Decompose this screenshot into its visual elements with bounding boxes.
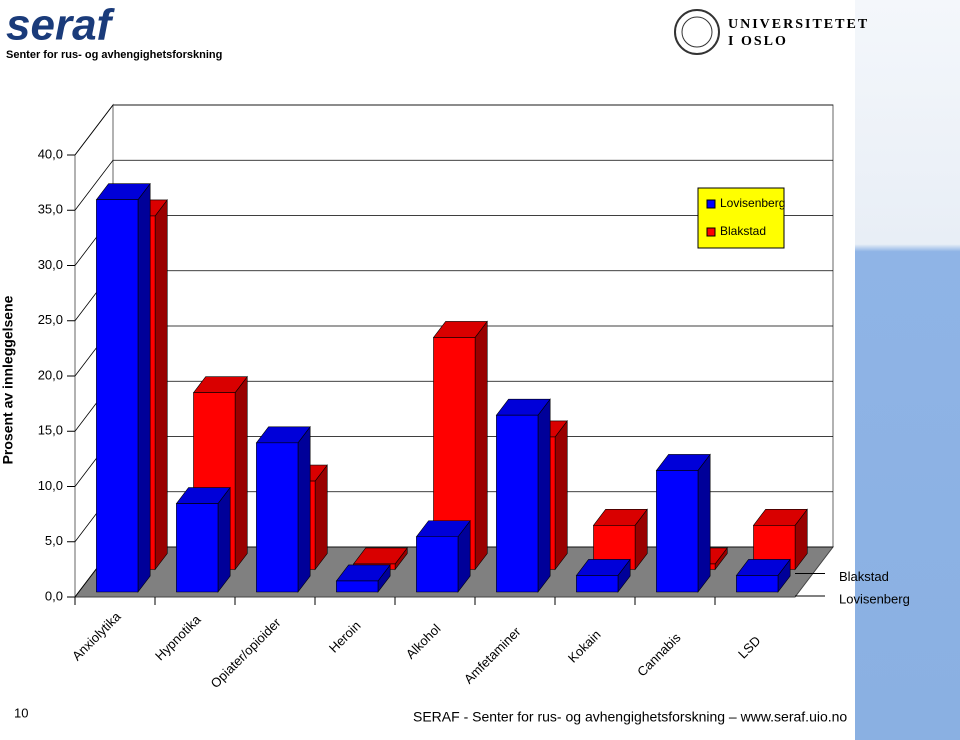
bar-side <box>234 375 248 571</box>
bar-front <box>576 575 619 593</box>
bar-front <box>416 536 459 593</box>
depth-label: Lovisenberg <box>839 591 910 606</box>
bar-front <box>736 575 779 593</box>
legend-label: Lovisenberg <box>720 196 785 210</box>
university-name: I OSLO <box>728 34 788 49</box>
bar-side <box>554 420 568 571</box>
legend-label: Blakstad <box>720 224 766 238</box>
depth-label: Blakstad <box>839 569 889 584</box>
legend-swatch <box>706 199 716 209</box>
bar <box>495 398 551 593</box>
y-tick-label: 5,0 <box>45 533 63 548</box>
x-tick-label: Kokain <box>565 627 604 666</box>
university-seal-inner <box>681 16 713 48</box>
bar <box>415 519 471 593</box>
legend-box <box>697 187 785 249</box>
university-seal <box>674 9 720 55</box>
logo: seraf <box>6 1 116 50</box>
y-tick-label: 40,0 <box>38 146 63 161</box>
bar-side <box>314 464 328 571</box>
bar <box>655 453 711 593</box>
bar-side <box>297 425 311 593</box>
logo-subtitle: Senter for rus- og avhengighetsforskning <box>6 49 222 61</box>
y-tick-label: 35,0 <box>38 202 63 217</box>
bar-front <box>96 199 139 593</box>
university-name: UNIVERSITETET <box>728 17 869 32</box>
bar <box>255 425 311 593</box>
page-number: 10 <box>14 705 28 720</box>
side-decoration <box>855 0 960 740</box>
x-tick-label: Alkohol <box>403 621 444 662</box>
legend: Lovisenberg Blakstad <box>697 187 785 249</box>
bar-side <box>697 453 711 593</box>
bar <box>335 564 391 593</box>
bar-side <box>137 182 151 593</box>
y-tick-label: 30,0 <box>38 257 63 272</box>
x-tick-label: Anxiolytika <box>69 608 124 663</box>
bar-front <box>656 470 699 593</box>
bar-side <box>154 199 168 571</box>
x-tick-label: Opiater/opioider <box>208 614 284 690</box>
bar-front <box>176 503 219 593</box>
chart: 0,0 5,0 10,0 15,0 20,0 25,0 30,0 35,0 40,0 Blakst… <box>38 103 910 691</box>
bar <box>752 508 808 571</box>
footer-text: SERAF - Senter for rus- og avhengighetsf… <box>413 709 847 725</box>
bar <box>592 508 648 571</box>
bar-side <box>217 486 231 593</box>
legend-swatch <box>706 227 716 237</box>
bar-front <box>496 414 539 593</box>
bar-front <box>336 580 379 593</box>
bar <box>175 486 231 593</box>
bar-side <box>537 398 551 593</box>
y-tick-label: 20,0 <box>38 367 63 382</box>
bar-side <box>474 320 488 571</box>
grid-line <box>74 159 833 211</box>
grid-line <box>74 104 833 156</box>
bar <box>432 320 488 571</box>
y-axis-label: Prosent av innleggelsene <box>0 295 16 464</box>
y-tick-label: 10,0 <box>38 478 63 493</box>
x-tick-label: Cannabis <box>634 630 684 680</box>
bar <box>95 182 151 593</box>
bar <box>735 558 791 593</box>
x-tick-label: Hypnotika <box>152 611 204 663</box>
x-tick-label: LSD <box>735 633 763 661</box>
bar <box>575 558 631 593</box>
y-tick-label: 0,0 <box>45 588 63 603</box>
x-tick-label: Amfetaminer <box>461 623 524 686</box>
y-tick-label: 25,0 <box>38 312 63 327</box>
y-tick-label: 15,0 <box>38 423 63 438</box>
bar-front <box>256 442 299 593</box>
x-tick-label: Heroin <box>326 618 364 656</box>
